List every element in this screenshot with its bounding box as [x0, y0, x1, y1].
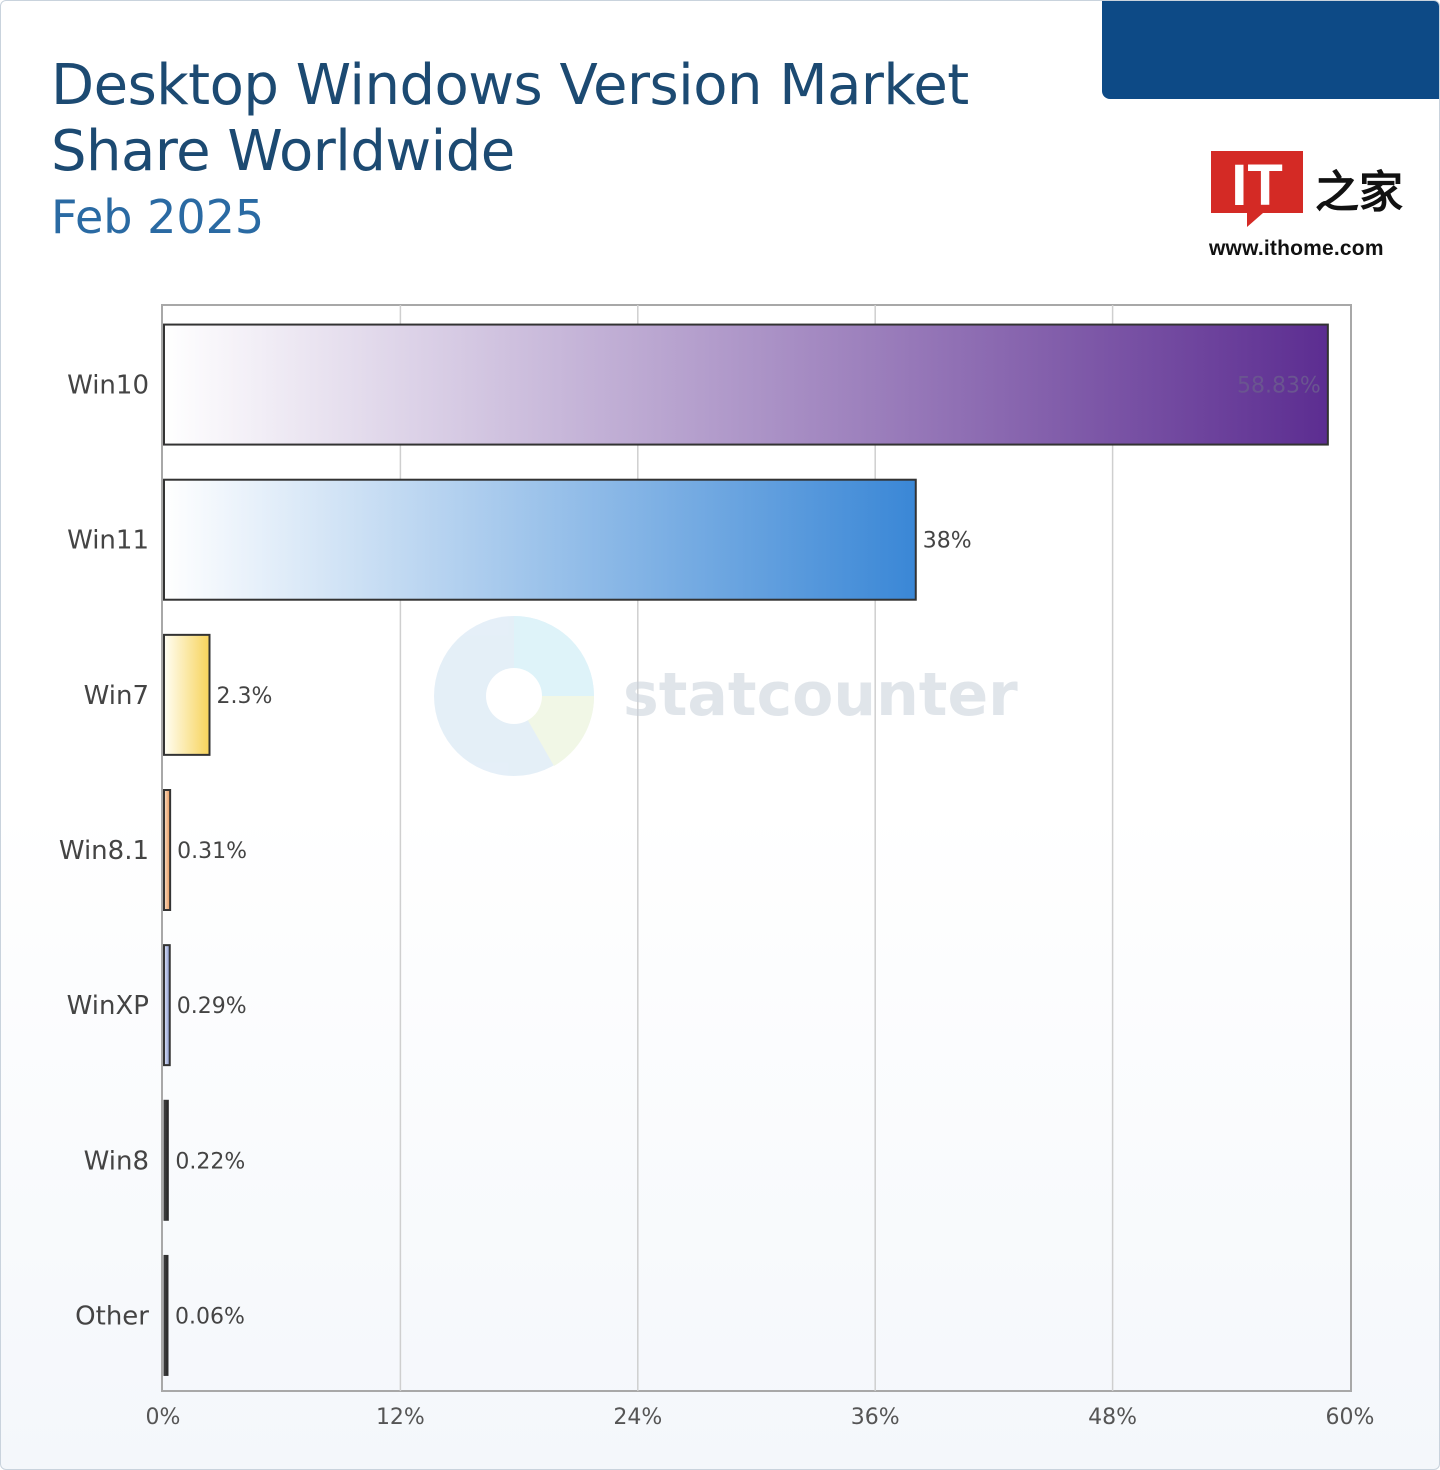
watermark-ring-hole: [486, 668, 542, 724]
category-label: Win11: [67, 526, 149, 556]
ithome-logo: IT 之家: [1211, 151, 1403, 227]
category-label: Win8.1: [59, 836, 149, 866]
category-label: WinXP: [67, 991, 149, 1021]
x-tick-label: 36%: [851, 1405, 900, 1430]
logo-badge-shape: [1211, 151, 1303, 227]
x-tick-label: 12%: [376, 1405, 425, 1430]
bar: [163, 944, 171, 1067]
bar: [163, 1254, 169, 1376]
value-label: 0.29%: [177, 994, 247, 1019]
value-label: 0.22%: [175, 1149, 245, 1174]
x-tick-label: 24%: [613, 1405, 662, 1430]
grid-lines: [399, 305, 1114, 1391]
value-label: 0.06%: [175, 1304, 245, 1329]
watermark-ring-cyan: [514, 616, 594, 696]
category-label: Win7: [84, 681, 149, 711]
x-tick-label: 60%: [1326, 1405, 1375, 1430]
chart-title: Desktop Windows Version Market Share Wor…: [51, 53, 969, 184]
logo-mark-text: IT: [1231, 153, 1283, 218]
category-label: Win8: [84, 1146, 149, 1176]
value-label: 2.3%: [217, 684, 273, 709]
bar: [163, 323, 1329, 446]
bar: [163, 478, 917, 601]
value-label: 0.31%: [177, 839, 247, 864]
bar: [163, 1099, 169, 1221]
watermark-text: statcounter: [623, 660, 1018, 730]
logo-url: www.ithome.com: [1209, 237, 1384, 260]
category-label: Other: [75, 1301, 149, 1331]
bar: [163, 789, 172, 911]
statcounter-watermark: statcounter: [434, 616, 1018, 776]
bars: Win10 58.83% Win11 38% Win7 2.3% Win8.1 0.31% Wi…: [59, 323, 1329, 1376]
logo-mark-suffix: 之家: [1315, 167, 1403, 218]
value-label: 38%: [923, 529, 972, 554]
corner-banner: [1102, 1, 1439, 99]
x-tick-label: 48%: [1088, 1405, 1137, 1430]
chart-subtitle: Feb 2025: [51, 190, 265, 244]
value-label: 58.83%: [1237, 374, 1321, 399]
bar: [163, 633, 211, 756]
x-axis-ticks: 0% 12% 24% 36% 48% 60%: [146, 1405, 1375, 1430]
plot-area: [161, 304, 1352, 1392]
category-label: Win10: [67, 371, 149, 401]
x-tick-label: 0%: [146, 1405, 181, 1430]
